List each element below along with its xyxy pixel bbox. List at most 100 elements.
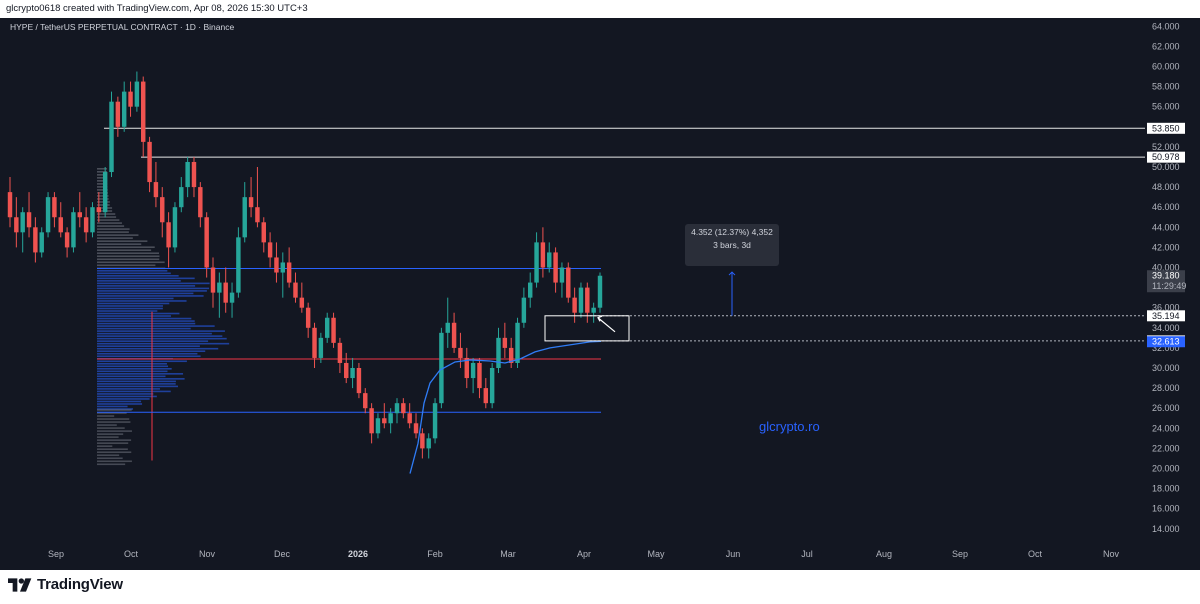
volume-profile-bar [97, 360, 187, 363]
volume-profile-bar [97, 290, 207, 292]
volume-profile-bar [97, 415, 115, 417]
candle-body [274, 257, 279, 273]
candle-body [464, 357, 469, 379]
price-tick-label: 28.000 [1152, 383, 1180, 393]
volume-profile-bar [97, 270, 168, 272]
candle-body [426, 438, 431, 449]
candle-body [439, 332, 444, 404]
volume-profile-bar [97, 174, 108, 176]
time-tick-label: Jun [726, 549, 741, 559]
candle-body [318, 337, 324, 358]
volume-profile-bar [97, 327, 191, 330]
volume-profile-bar [97, 186, 108, 188]
candle-body [229, 292, 235, 303]
price-tick-label: 26.000 [1152, 403, 1180, 413]
time-tick-label: Apr [577, 549, 591, 559]
volume-profile-bar [97, 427, 125, 429]
candle-body [248, 197, 254, 208]
time-tick-label: Aug [876, 549, 892, 559]
tradingview-logo[interactable]: TradingView [8, 576, 123, 593]
tradingview-logo-icon [8, 577, 32, 592]
candle-body [356, 368, 362, 394]
candle-body [39, 232, 44, 253]
candle-body [540, 242, 546, 268]
price-tick-label: 62.000 [1152, 41, 1180, 51]
volume-profile-bar [97, 424, 117, 426]
candle-body [210, 267, 216, 293]
volume-profile-bar [97, 310, 158, 312]
volume-profile-bar [97, 280, 181, 282]
candle-body [566, 267, 571, 298]
volume-profile-bar [97, 408, 134, 410]
volume-profile-bar [97, 457, 123, 460]
candle-body [534, 242, 539, 283]
volume-profile-bar [97, 454, 120, 457]
volume-profile-bar [97, 255, 160, 258]
candle-body [160, 197, 165, 223]
arrow-head-icon [597, 315, 603, 322]
candle-body [261, 222, 266, 243]
candle-body [496, 337, 501, 368]
candle-body [147, 141, 152, 183]
watermark-text: glcrypto.ro [759, 419, 820, 434]
candle-body [204, 217, 209, 268]
volume-profile-bar [97, 307, 163, 310]
candle-body [280, 262, 286, 273]
candle-body [458, 347, 463, 358]
price-tick-label: 64.000 [1152, 21, 1180, 31]
volume-profile-bar [97, 405, 128, 408]
candle-body [591, 307, 596, 313]
volume-profile-bar [97, 442, 129, 444]
volume-profile-bar [97, 337, 227, 340]
price-tick-label: 52.000 [1152, 142, 1180, 152]
candle-body [375, 418, 381, 434]
candle-body [432, 403, 438, 439]
volume-profile-bar [97, 258, 160, 261]
price-tick-label: 60.000 [1152, 62, 1180, 72]
candle-body [502, 337, 508, 348]
volume-profile-bar [97, 433, 124, 435]
candle-body [166, 222, 171, 248]
candle-body [20, 212, 25, 233]
candle-body [394, 403, 400, 414]
candles-layer [7, 71, 603, 459]
price-tick-label: 32.000 [1152, 343, 1180, 353]
volume-profile-bar [97, 189, 108, 191]
volume-profile-bar [97, 219, 120, 221]
price-tick-label: 58.000 [1152, 82, 1180, 92]
volume-profile-bar [97, 451, 132, 454]
volume-profile-bar [97, 335, 223, 337]
time-tick-label: Oct [124, 549, 139, 559]
price-chart[interactable]: 4.352 (12.37%) 4,352 3 bars, 3d glcrypto.r… [0, 18, 1200, 570]
time-tick-label: May [647, 549, 665, 559]
tradingview-wordmark: TradingView [37, 576, 123, 593]
footer-bar [0, 570, 1200, 604]
candle-body [527, 282, 533, 298]
moving-average-line [409, 340, 602, 474]
volume-profile-bar [97, 198, 109, 200]
volume-profile-bar [97, 243, 142, 245]
candle-body [597, 275, 603, 308]
candle-body [382, 418, 387, 424]
candle-body [255, 207, 260, 223]
candle-body [337, 342, 343, 363]
time-tick-label: Feb [427, 549, 443, 559]
candle-body [198, 187, 203, 218]
candle-body [286, 262, 292, 283]
price-tick-label: 48.000 [1152, 182, 1180, 192]
candle-body [242, 197, 247, 238]
volume-profile-bar [97, 385, 178, 388]
volume-profile-bar [97, 297, 174, 300]
attribution-bar: glcrypto0618 created with TradingView.co… [0, 0, 1200, 18]
candle-body [115, 101, 121, 127]
price-tick-label: 56.000 [1152, 102, 1180, 112]
price-tick-label: 46.000 [1152, 202, 1180, 212]
candle-body [71, 212, 76, 248]
candle-body [77, 212, 83, 218]
volume-profile-bar [97, 315, 171, 317]
measure-label-box [685, 224, 779, 266]
volume-profile-bar [97, 277, 195, 280]
price-tick-label: 50.000 [1152, 162, 1180, 172]
volume-profile-bar [97, 430, 132, 432]
volume-profile-bar [97, 237, 133, 239]
